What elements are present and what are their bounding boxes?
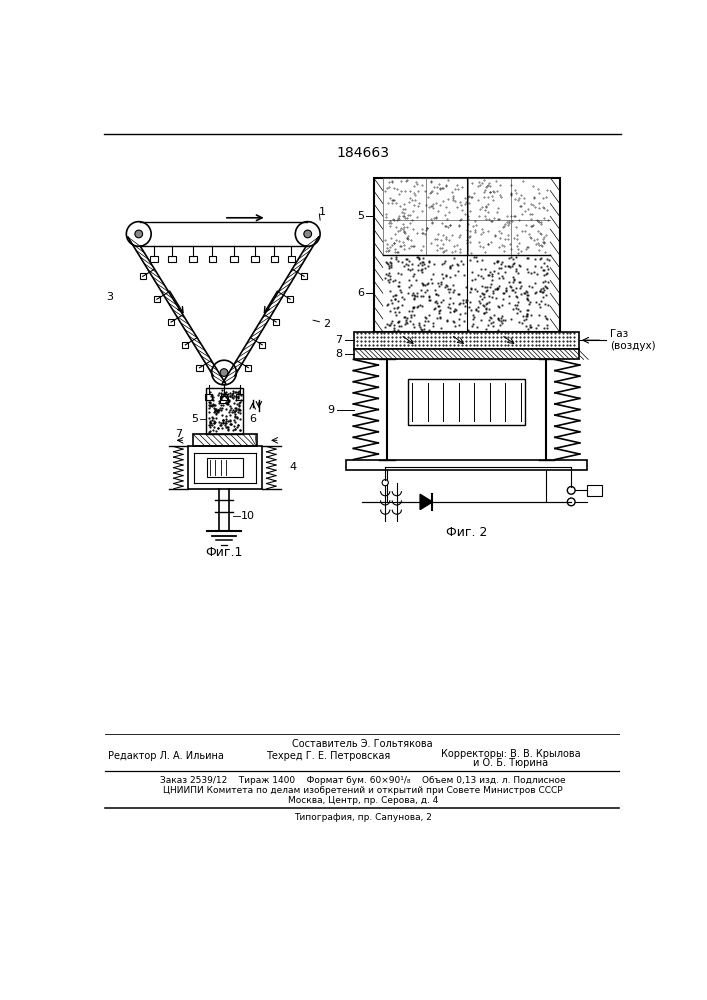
Bar [354, 349, 579, 359]
Bar [206, 394, 211, 400]
Bar [230, 256, 238, 262]
Bar [287, 296, 293, 302]
Text: 6: 6 [357, 288, 364, 298]
Bar [209, 256, 216, 262]
Circle shape [220, 369, 228, 376]
Text: 2: 2 [324, 319, 331, 329]
Text: Фиг.1: Фиг.1 [205, 546, 243, 559]
Circle shape [135, 230, 143, 238]
Text: 4: 4 [290, 462, 297, 472]
Text: 3: 3 [107, 292, 114, 302]
Bar [271, 256, 279, 262]
Bar [193, 434, 257, 446]
Bar [189, 256, 197, 262]
Text: 9: 9 [328, 405, 335, 415]
Bar [587, 485, 602, 496]
Bar [139, 273, 146, 279]
Bar [207, 458, 243, 477]
Bar [354, 332, 579, 349]
Bar [151, 256, 158, 262]
Text: Типография, пр. Сапунова, 2: Типография, пр. Сапунова, 2 [294, 813, 432, 822]
Bar [182, 342, 188, 348]
Bar [221, 394, 227, 400]
Bar [346, 460, 587, 470]
Text: 7: 7 [175, 429, 182, 439]
Bar [301, 273, 308, 279]
Text: ЦНИИПИ Комитета по делам изобретений и открытий при Совете Министров СССР: ЦНИИПИ Комитета по делам изобретений и о… [163, 786, 563, 795]
Circle shape [382, 480, 388, 486]
Text: 5: 5 [192, 414, 199, 424]
Text: 10: 10 [241, 511, 255, 521]
Text: Заказ 2539/12    Тираж 1400    Формат бум. 60×90¹/₈    Объем 0,13 изд. л. Подлис: Заказ 2539/12 Тираж 1400 Формат бум. 60×… [160, 776, 566, 785]
Text: Техред Г. Е. Петровская: Техред Г. Е. Петровская [267, 751, 391, 761]
Text: 184663: 184663 [337, 146, 390, 160]
Text: Составитель Э. Гольтякова: Составитель Э. Гольтякова [293, 739, 433, 749]
Bar [153, 296, 160, 302]
Bar [409, 379, 525, 425]
Text: Газ
(воздух): Газ (воздух) [610, 329, 655, 351]
Bar [288, 256, 296, 262]
Bar [236, 394, 243, 400]
Text: Редактор Л. А. Ильина: Редактор Л. А. Ильина [108, 751, 224, 761]
Bar [187, 446, 262, 489]
Circle shape [304, 230, 312, 238]
Bar [197, 365, 203, 371]
Polygon shape [420, 494, 433, 510]
Text: и О. Б. Тюрина: и О. Б. Тюрина [473, 758, 549, 768]
Bar [206, 388, 243, 434]
Bar [245, 365, 252, 371]
Text: 7: 7 [335, 335, 343, 345]
Text: Москва, Центр, пр. Серова, д. 4: Москва, Центр, пр. Серова, д. 4 [288, 796, 438, 805]
Text: 8: 8 [335, 349, 343, 359]
Text: 1: 1 [319, 207, 326, 217]
Bar [273, 319, 279, 325]
Text: 5: 5 [357, 211, 364, 221]
Bar [259, 342, 265, 348]
Bar [168, 319, 174, 325]
Text: Фиг. 2: Фиг. 2 [446, 526, 487, 539]
Text: Корректоры: В. В. Крылова: Корректоры: В. В. Крылова [441, 749, 580, 759]
Text: 6: 6 [250, 414, 257, 424]
Bar [220, 396, 228, 403]
Bar [373, 178, 559, 332]
Bar [168, 256, 176, 262]
Bar [251, 256, 259, 262]
